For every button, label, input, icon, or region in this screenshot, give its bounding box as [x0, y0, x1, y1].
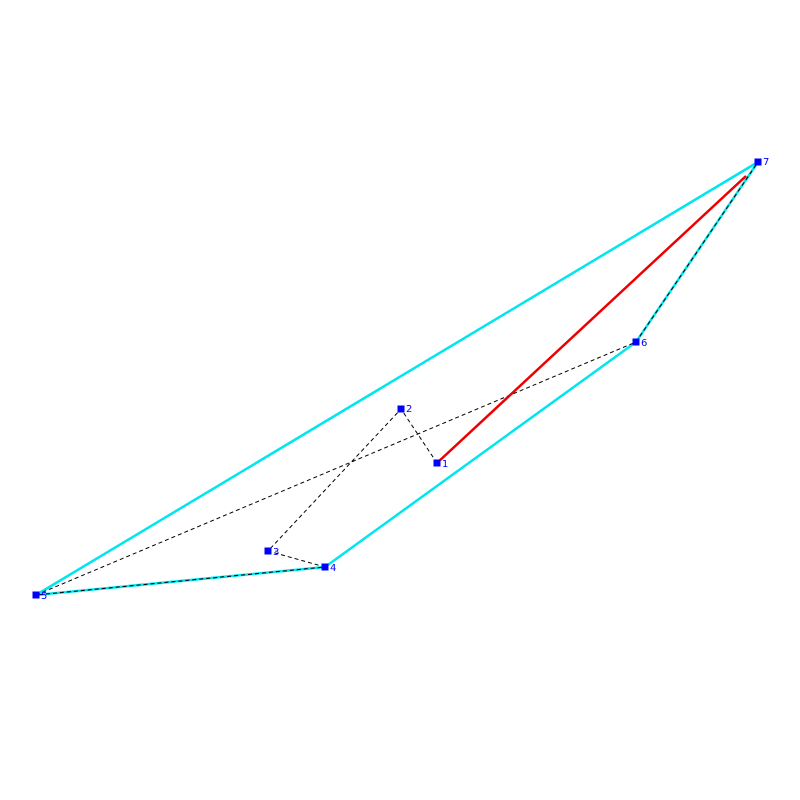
node-marker [32, 591, 40, 599]
node-marker [754, 158, 762, 166]
node-marker [321, 563, 329, 571]
node-label: 7 [763, 157, 769, 168]
node-marker [433, 459, 441, 467]
node-marker [632, 338, 640, 346]
node-label: 6 [641, 338, 647, 349]
node-marker [397, 405, 405, 413]
node-label: 3 [273, 547, 279, 558]
node-marker [264, 547, 272, 555]
node-label: 4 [330, 563, 336, 574]
red-segment [436, 175, 747, 464]
nodes: 1 2 3 4 5 6 7 [32, 157, 769, 602]
node-label: 2 [406, 404, 412, 415]
node-label: 1 [442, 459, 448, 470]
node-label: 5 [41, 591, 47, 602]
